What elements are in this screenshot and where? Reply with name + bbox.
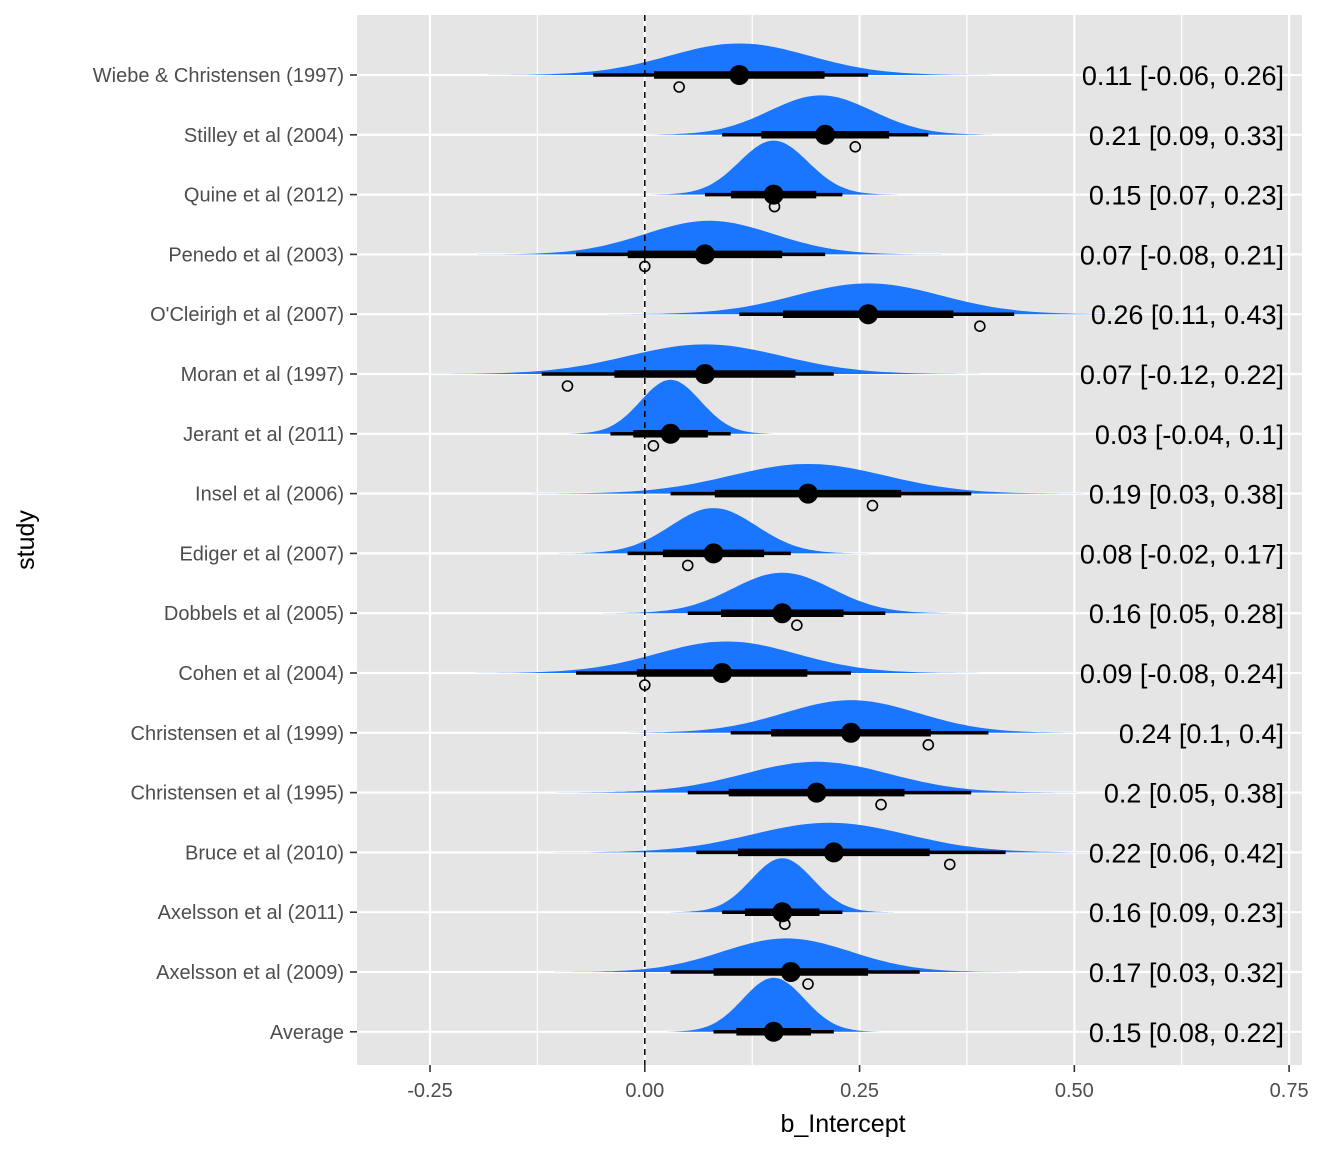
observed-point-11 <box>922 738 935 751</box>
y-tick-label: Average <box>270 1022 344 1044</box>
density-7 <box>529 464 1087 494</box>
estimate-point-6 <box>660 423 681 444</box>
estimate-label-9: 0.16 [0.05, 0.28] <box>1089 599 1284 629</box>
density-15 <box>554 938 1019 972</box>
estimate-label-5: 0.07 [-0.12, 0.22] <box>1080 360 1284 390</box>
estimate-point-4 <box>858 304 879 325</box>
estimate-point-13 <box>823 842 844 863</box>
estimate-label-14: 0.16 [0.09, 0.23] <box>1089 898 1284 928</box>
estimate-points <box>660 65 879 1042</box>
y-tick-label: Christensen et al (1999) <box>131 723 344 745</box>
y-tick-label: Stilley et al (2004) <box>184 125 344 147</box>
y-tick-label: O'Cleirigh et al (2007) <box>150 304 344 326</box>
observed-point-12 <box>875 798 887 811</box>
estimate-point-11 <box>840 722 861 743</box>
estimate-labels: 0.11 [-0.06, 0.26] 0.21 [0.09, 0.33] 0.15 … <box>1080 61 1284 1048</box>
y-tick-label: Christensen et al (1995) <box>131 783 344 805</box>
y-axis: Wiebe & Christensen (1997) Stilley et al … <box>93 65 357 1044</box>
estimate-point-0 <box>729 65 750 85</box>
estimate-label-0: 0.11 [-0.06, 0.26] <box>1082 61 1284 91</box>
estimate-point-14 <box>772 902 793 923</box>
estimate-label-3: 0.07 [-0.08, 0.21] <box>1080 240 1284 270</box>
x-tick-label: 0.25 <box>840 1080 879 1102</box>
density-6 <box>562 379 779 434</box>
y-tick-label: Wiebe & Christensen (1997) <box>93 65 344 87</box>
y-tick-label: Dobbels et al (2005) <box>164 603 344 625</box>
estimate-label-16: 0.15 [0.08, 0.22] <box>1089 1018 1284 1048</box>
observed-point-10 <box>638 679 651 691</box>
estimate-label-11: 0.24 [0.1, 0.4] <box>1119 719 1284 749</box>
y-axis-title: study <box>12 510 40 570</box>
density-11 <box>609 700 1093 733</box>
density-10 <box>472 641 980 673</box>
y-tick-label: Cohen et al (2004) <box>178 663 344 685</box>
observed-point-1 <box>849 141 862 153</box>
observed-point-13 <box>943 858 956 871</box>
observed-point-2 <box>768 200 781 213</box>
y-tick-label: Axelsson et al (2009) <box>156 962 344 984</box>
observed-point-8 <box>681 559 694 572</box>
density-13 <box>551 822 1108 853</box>
density-14 <box>670 858 894 913</box>
estimate-label-6: 0.03 [-0.04, 0.1] <box>1095 420 1284 450</box>
estimate-point-15 <box>780 962 801 982</box>
density-4 <box>605 283 1131 315</box>
density-3 <box>477 220 942 255</box>
density-1 <box>635 95 1007 135</box>
x-axis: -0.25 0.00 0.25 0.50 0.75 <box>407 1065 1309 1102</box>
y-tick-label: Quine et al (2012) <box>184 185 344 207</box>
y-tick-label: Moran et al (1997) <box>181 364 344 386</box>
estimate-point-5 <box>694 364 715 384</box>
x-tick-label: 0.75 <box>1270 1080 1309 1102</box>
x-tick-label: 0.50 <box>1055 1080 1094 1102</box>
estimate-label-2: 0.15 [0.07, 0.23] <box>1089 181 1284 211</box>
y-tick-label: Bruce et al (2010) <box>185 842 344 864</box>
observed-point-15 <box>802 978 814 990</box>
observed-point-6 <box>647 439 660 452</box>
observed-point-7 <box>866 499 879 512</box>
observed-point-14 <box>779 918 791 931</box>
y-tick-label: Jerant et al (2011) <box>183 424 344 446</box>
estimate-point-1 <box>815 124 836 145</box>
density-9 <box>602 572 962 614</box>
y-tick-label: Insel et al (2006) <box>195 484 344 506</box>
estimate-label-15: 0.17 [0.03, 0.32] <box>1089 958 1284 988</box>
estimate-label-8: 0.08 [-0.02, 0.17] <box>1080 539 1284 569</box>
density-5 <box>426 344 984 374</box>
estimate-label-1: 0.21 [0.09, 0.33] <box>1089 121 1284 151</box>
density-12 <box>553 761 1080 793</box>
x-tick-label: 0.00 <box>625 1080 664 1102</box>
observed-point-3 <box>638 260 651 273</box>
estimate-point-3 <box>694 244 715 265</box>
estimate-point-12 <box>806 782 827 803</box>
y-tick-label: Ediger et al (2007) <box>179 543 344 565</box>
density-8 <box>558 508 869 554</box>
density-16 <box>662 977 885 1032</box>
y-tick-label: Axelsson et al (2011) <box>158 902 344 924</box>
estimate-label-7: 0.19 [0.03, 0.38] <box>1089 480 1284 510</box>
posterior-densities <box>426 43 1131 1032</box>
estimate-label-12: 0.2 [0.05, 0.38] <box>1104 779 1284 809</box>
estimate-label-4: 0.26 [0.11, 0.43] <box>1091 300 1284 330</box>
y-tick-label: Penedo et al (2003) <box>168 244 344 266</box>
observed-point-5 <box>561 380 574 392</box>
estimate-label-13: 0.22 [0.06, 0.42] <box>1089 838 1284 868</box>
estimate-point-2 <box>763 184 784 205</box>
observed-effect-points <box>561 81 986 990</box>
estimate-label-10: 0.09 [-0.08, 0.24] <box>1080 659 1284 689</box>
observed-point-4 <box>974 320 986 333</box>
density-2 <box>649 140 898 195</box>
x-tick-label: -0.25 <box>407 1080 453 1102</box>
estimate-point-8 <box>703 543 724 564</box>
estimate-point-9 <box>772 603 793 624</box>
observed-point-9 <box>791 619 803 632</box>
estimate-point-10 <box>712 663 733 683</box>
x-axis-title: b_Intercept <box>780 1110 905 1138</box>
observed-point-0 <box>673 81 685 93</box>
estimate-point-16 <box>763 1021 784 1042</box>
estimate-point-7 <box>798 483 819 504</box>
density-0 <box>485 43 993 75</box>
